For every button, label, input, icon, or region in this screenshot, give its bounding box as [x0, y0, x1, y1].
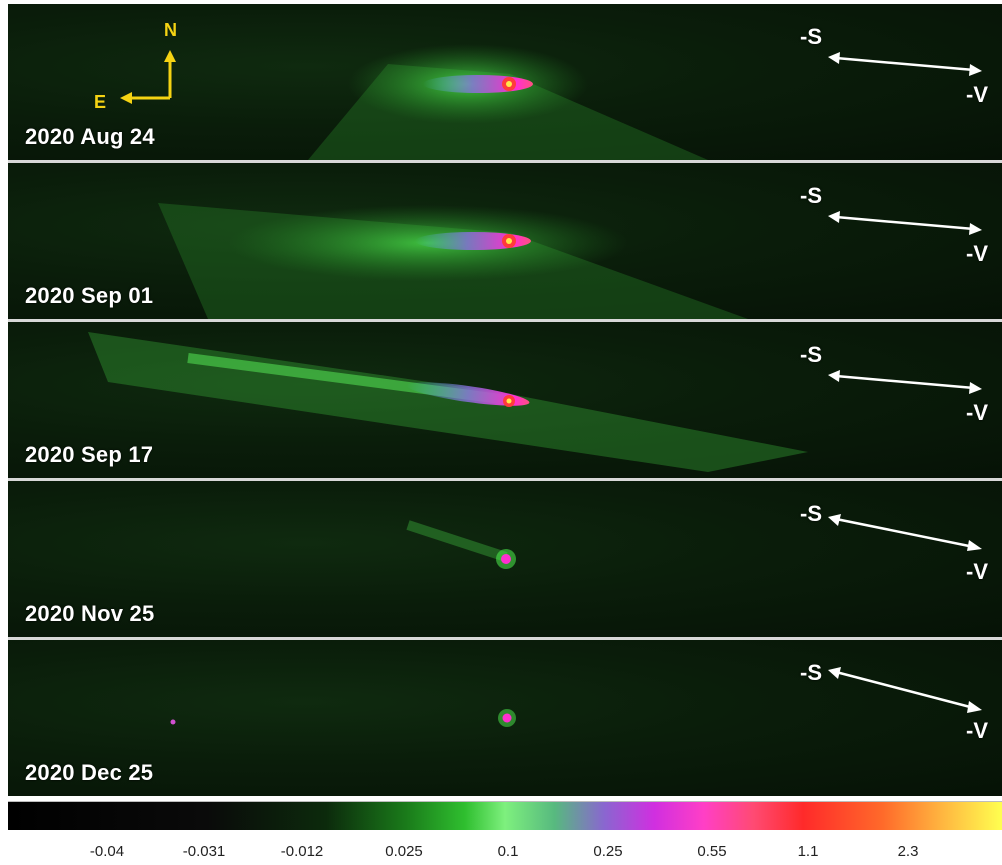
panel-divider — [8, 478, 1002, 481]
panel-divider — [8, 319, 1002, 322]
velocity-direction-label: -V — [966, 718, 988, 743]
compass-north-label: N — [164, 20, 177, 40]
colorbar-tick-label: -0.012 — [280, 843, 324, 860]
sun-direction-label: -S — [800, 501, 822, 526]
compass-rose — [88, 18, 208, 123]
colorbar-tick-label: 2.3 — [897, 843, 919, 860]
sun-direction-label: -S — [800, 24, 822, 49]
panel-date-label: 2020 Nov 25 — [25, 601, 155, 626]
panel-date-label: 2020 Sep 17 — [25, 442, 154, 467]
comet-image-dec-25 — [170, 709, 516, 727]
colorbar-tick-label: -0.04 — [89, 843, 125, 860]
double-arrow-icon — [828, 52, 982, 76]
panel-divider — [8, 160, 1002, 163]
panel-divider — [8, 637, 1002, 640]
comet-image-nov-25 — [406, 520, 516, 569]
sun-direction-label: -S — [800, 183, 822, 208]
panel-date-label: 2020 Sep 01 — [25, 283, 154, 308]
colorbar-tick-label: 0.025 — [385, 843, 423, 860]
colorbar-tick-label: -0.031 — [182, 843, 226, 860]
panel-date-label: 2020 Aug 24 — [25, 124, 155, 149]
velocity-direction-label: -V — [966, 400, 988, 425]
compass-arrows-icon — [120, 50, 176, 104]
velocity-direction-label: -V — [966, 82, 988, 107]
double-arrow-icon — [828, 514, 982, 551]
colorbar-tick-label: 1.1 — [797, 843, 819, 860]
panel-date-label: 2020 Dec 25 — [25, 760, 154, 785]
image-panel-nov-25: -S -V 2020 Nov 25 — [8, 481, 1002, 637]
sun-direction-label: -S — [800, 342, 822, 367]
comet-image-sep-17 — [88, 332, 808, 472]
image-panel-aug-24: N E -S -V 2020 Aug 24 — [8, 4, 1002, 160]
double-arrow-icon — [828, 370, 982, 394]
colorbar-tick-label: 0.25 — [593, 843, 623, 860]
velocity-direction-label: -V — [966, 559, 988, 584]
colorbar — [8, 801, 1002, 830]
double-arrow-icon — [828, 667, 982, 713]
colorbar-tick-label: 0.55 — [697, 843, 727, 860]
image-panel-sep-17: -S -V 2020 Sep 17 — [8, 322, 1002, 478]
double-arrow-icon — [828, 211, 982, 235]
comet-image-sep-01 — [158, 203, 748, 319]
velocity-direction-label: -V — [966, 241, 988, 266]
comet-image-aug-24 — [308, 44, 708, 160]
image-panel-dec-25: -S -V 2020 Dec 25 — [8, 640, 1002, 796]
image-panel-sep-01: -S -V 2020 Sep 01 — [8, 163, 1002, 319]
colorbar-tick-label: 0.1 — [497, 843, 519, 860]
sun-direction-label: -S — [800, 660, 822, 685]
compass-east-label: E — [94, 92, 107, 112]
